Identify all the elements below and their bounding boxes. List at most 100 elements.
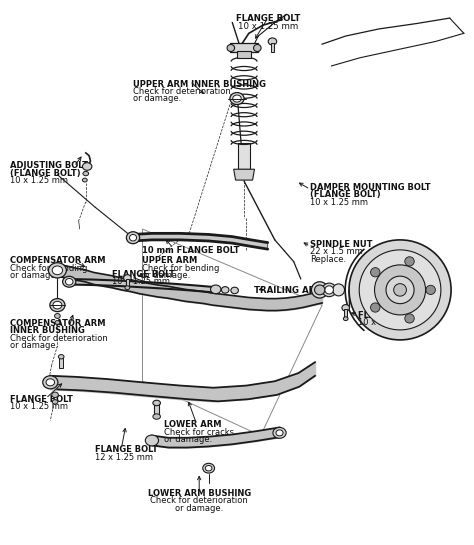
Text: Check for bending: Check for bending bbox=[10, 264, 88, 272]
Text: 10 mm FLANGE BOLT: 10 mm FLANGE BOLT bbox=[143, 246, 240, 256]
Text: 10 x 1.25 mm: 10 x 1.25 mm bbox=[112, 277, 170, 286]
Ellipse shape bbox=[315, 285, 325, 295]
Ellipse shape bbox=[52, 399, 58, 404]
Ellipse shape bbox=[343, 317, 348, 320]
Ellipse shape bbox=[53, 301, 62, 309]
Text: Replace.: Replace. bbox=[310, 255, 346, 264]
Text: LOWER ARM BUSHING: LOWER ARM BUSHING bbox=[147, 489, 251, 498]
Bar bbox=[237, 51, 251, 58]
Text: 10 x 1.25 mm: 10 x 1.25 mm bbox=[357, 318, 416, 327]
Bar bbox=[271, 43, 274, 52]
Bar bbox=[59, 357, 63, 368]
Text: or damage.: or damage. bbox=[164, 435, 212, 444]
Text: LOWER ARM: LOWER ARM bbox=[164, 420, 221, 429]
Ellipse shape bbox=[82, 178, 87, 182]
Bar bbox=[154, 403, 159, 416]
Text: FLANGE BOLT: FLANGE BOLT bbox=[95, 445, 158, 455]
Ellipse shape bbox=[276, 430, 283, 436]
Ellipse shape bbox=[405, 257, 414, 266]
Ellipse shape bbox=[52, 392, 58, 397]
Bar bbox=[344, 309, 347, 319]
Text: (FLANGE BOLT): (FLANGE BOLT) bbox=[310, 190, 381, 199]
Text: 10 x 1.25 mm: 10 x 1.25 mm bbox=[10, 402, 68, 411]
Text: 10 x 1.25 mm: 10 x 1.25 mm bbox=[10, 176, 68, 185]
Ellipse shape bbox=[233, 95, 241, 102]
Text: INNER BUSHING: INNER BUSHING bbox=[10, 326, 85, 335]
Text: (FLANGE BOLT): (FLANGE BOLT) bbox=[10, 168, 81, 178]
Text: UPPER ARM INNER BUSHING: UPPER ARM INNER BUSHING bbox=[133, 80, 266, 88]
Polygon shape bbox=[133, 233, 268, 249]
Ellipse shape bbox=[124, 275, 131, 281]
Ellipse shape bbox=[311, 282, 328, 298]
Ellipse shape bbox=[371, 303, 380, 312]
Text: Check for deterioration: Check for deterioration bbox=[133, 87, 231, 96]
Bar bbox=[238, 143, 250, 169]
Text: Replace.: Replace. bbox=[369, 272, 405, 281]
Text: SPINDLE NUT: SPINDLE NUT bbox=[310, 240, 373, 249]
Text: HUB CAP: HUB CAP bbox=[369, 264, 411, 274]
Text: 22 x 1.5 mm: 22 x 1.5 mm bbox=[310, 247, 363, 256]
Ellipse shape bbox=[322, 283, 336, 296]
Bar bbox=[230, 43, 258, 52]
Ellipse shape bbox=[426, 285, 436, 294]
Ellipse shape bbox=[359, 250, 441, 330]
Ellipse shape bbox=[46, 379, 55, 386]
Ellipse shape bbox=[333, 284, 345, 296]
Ellipse shape bbox=[58, 355, 64, 359]
Text: Check for deterioration: Check for deterioration bbox=[10, 334, 108, 343]
Text: or damage.: or damage. bbox=[10, 271, 58, 280]
Ellipse shape bbox=[153, 400, 160, 405]
Ellipse shape bbox=[129, 234, 137, 241]
Ellipse shape bbox=[371, 268, 380, 277]
Bar bbox=[126, 279, 129, 288]
Ellipse shape bbox=[63, 276, 76, 287]
Ellipse shape bbox=[55, 320, 60, 324]
Text: UPPER ARM: UPPER ARM bbox=[143, 256, 198, 265]
Ellipse shape bbox=[82, 163, 92, 170]
Ellipse shape bbox=[325, 286, 333, 294]
Ellipse shape bbox=[273, 427, 286, 438]
Text: COMPENSATOR ARM: COMPENSATOR ARM bbox=[10, 256, 106, 265]
Text: FLANGE BOLT: FLANGE BOLT bbox=[236, 14, 300, 23]
Text: ADJUSTING BOLT: ADJUSTING BOLT bbox=[10, 161, 88, 170]
Text: or damage.: or damage. bbox=[143, 271, 191, 280]
Text: Check for deterioration: Check for deterioration bbox=[150, 496, 248, 505]
Text: 10 x 1.25 mm: 10 x 1.25 mm bbox=[310, 198, 368, 207]
Ellipse shape bbox=[52, 266, 63, 275]
Text: COMPENSATOR ARM: COMPENSATOR ARM bbox=[10, 319, 106, 328]
Ellipse shape bbox=[230, 93, 244, 105]
Ellipse shape bbox=[203, 463, 215, 473]
Text: FLANGE BOLT: FLANGE BOLT bbox=[357, 311, 420, 319]
Ellipse shape bbox=[268, 38, 277, 45]
Ellipse shape bbox=[55, 313, 60, 318]
Ellipse shape bbox=[65, 278, 73, 285]
Ellipse shape bbox=[374, 265, 426, 315]
Ellipse shape bbox=[405, 314, 414, 323]
Ellipse shape bbox=[125, 286, 130, 289]
Ellipse shape bbox=[231, 287, 238, 294]
Polygon shape bbox=[234, 169, 255, 180]
Text: Check for cracks: Check for cracks bbox=[164, 428, 234, 437]
Text: 12 x 1.25 mm: 12 x 1.25 mm bbox=[95, 453, 153, 462]
Ellipse shape bbox=[227, 45, 235, 52]
Text: 10 x 1.25 mm: 10 x 1.25 mm bbox=[237, 22, 298, 31]
Ellipse shape bbox=[50, 299, 65, 312]
Ellipse shape bbox=[254, 45, 261, 52]
Text: Check for bending: Check for bending bbox=[143, 264, 220, 272]
Ellipse shape bbox=[386, 276, 414, 304]
Text: TRAILING ARM: TRAILING ARM bbox=[254, 286, 323, 294]
Text: FLANGE BOLT: FLANGE BOLT bbox=[10, 395, 73, 404]
Ellipse shape bbox=[205, 465, 212, 471]
Text: or damage.: or damage. bbox=[133, 94, 181, 104]
Ellipse shape bbox=[349, 240, 451, 340]
Ellipse shape bbox=[146, 435, 158, 446]
Text: FLANGE BOLT: FLANGE BOLT bbox=[112, 270, 174, 279]
Text: or damage.: or damage. bbox=[10, 341, 58, 350]
Ellipse shape bbox=[394, 283, 406, 296]
Text: DAMPER MOUNTING BOLT: DAMPER MOUNTING BOLT bbox=[310, 183, 431, 192]
Ellipse shape bbox=[221, 287, 229, 293]
Ellipse shape bbox=[48, 263, 66, 278]
Ellipse shape bbox=[210, 285, 221, 294]
Ellipse shape bbox=[43, 376, 58, 389]
Text: or damage.: or damage. bbox=[175, 504, 223, 513]
